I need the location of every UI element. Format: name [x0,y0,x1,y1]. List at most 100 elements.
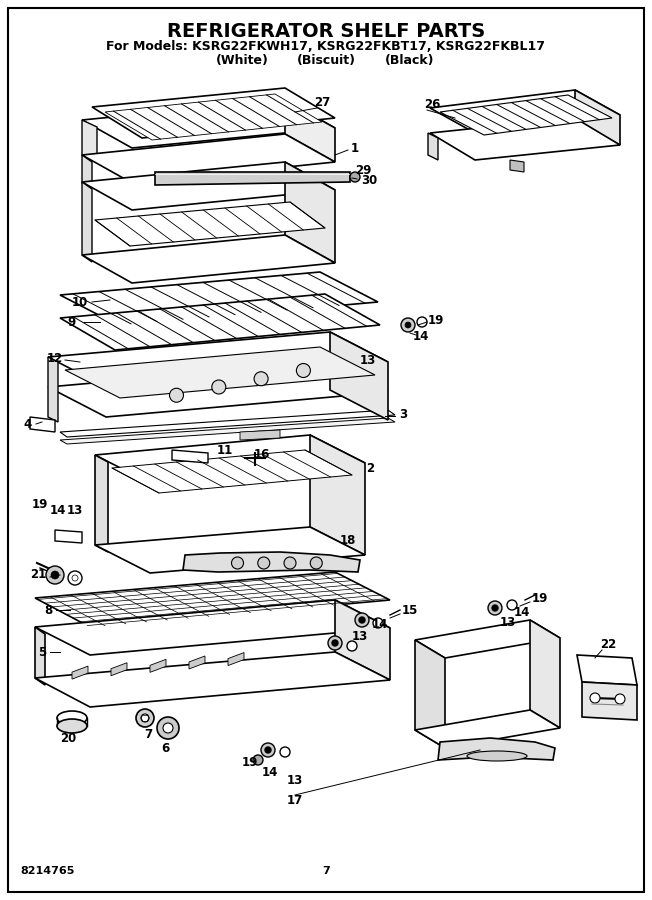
Text: (Black): (Black) [385,54,435,67]
Polygon shape [82,120,97,160]
Circle shape [163,723,173,733]
Polygon shape [582,682,637,720]
Text: 8: 8 [44,604,52,617]
Circle shape [170,388,183,402]
Circle shape [507,600,517,610]
Circle shape [492,605,498,611]
Polygon shape [55,530,82,543]
Text: 13: 13 [67,503,83,517]
Circle shape [231,557,243,569]
Polygon shape [82,100,335,148]
Circle shape [615,694,625,704]
Ellipse shape [57,711,87,725]
Text: 11: 11 [217,444,233,456]
Text: 15: 15 [402,604,418,617]
Polygon shape [285,162,335,263]
Text: 14: 14 [413,329,429,343]
Polygon shape [30,417,55,432]
Circle shape [405,322,411,328]
Polygon shape [430,90,620,133]
Circle shape [136,709,154,727]
Circle shape [280,747,290,757]
Polygon shape [48,357,58,422]
Text: 13: 13 [360,354,376,366]
Circle shape [401,318,415,332]
Polygon shape [510,160,524,172]
Text: 30: 30 [361,175,377,187]
Circle shape [46,566,64,584]
Text: 27: 27 [314,96,330,110]
Text: 3: 3 [399,409,407,421]
Text: 22: 22 [600,638,616,652]
Text: 10: 10 [72,295,88,309]
Circle shape [332,640,338,646]
Polygon shape [335,600,390,680]
Circle shape [68,571,82,585]
Polygon shape [60,294,380,350]
Text: 16: 16 [254,448,270,462]
Circle shape [261,743,275,757]
Text: 4: 4 [24,418,32,431]
Polygon shape [82,162,335,210]
Text: 14: 14 [372,618,388,632]
Circle shape [350,172,360,182]
Text: 5: 5 [38,645,46,659]
Polygon shape [577,655,637,685]
Circle shape [347,641,357,651]
Polygon shape [35,572,390,627]
Text: For Models: KSRG22FKWH17, KSRG22FKBT17, KSRG22FKBL17: For Models: KSRG22FKWH17, KSRG22FKBT17, … [106,40,546,53]
Text: 20: 20 [60,732,76,744]
Ellipse shape [467,751,527,761]
Circle shape [373,618,383,628]
Text: 6: 6 [161,742,169,754]
Text: 7: 7 [322,866,330,876]
Circle shape [51,571,59,579]
Circle shape [253,755,263,765]
Text: 14: 14 [514,606,530,618]
Polygon shape [440,95,612,135]
Polygon shape [430,118,620,160]
Polygon shape [240,430,280,440]
Polygon shape [95,435,365,483]
Text: 8214765: 8214765 [20,866,74,876]
Text: 18: 18 [340,534,356,546]
Polygon shape [172,450,208,463]
Circle shape [141,714,149,722]
Polygon shape [155,172,350,185]
Polygon shape [95,527,365,573]
Circle shape [265,747,271,753]
Polygon shape [183,552,360,572]
Polygon shape [415,620,560,658]
Text: (Biscuit): (Biscuit) [297,54,355,67]
Text: 9: 9 [68,316,76,328]
Circle shape [254,372,268,386]
Polygon shape [415,710,560,748]
Polygon shape [60,410,395,437]
Circle shape [310,557,322,569]
Text: 7: 7 [144,728,152,742]
Polygon shape [228,652,244,666]
Polygon shape [285,100,335,162]
Polygon shape [82,182,92,262]
Circle shape [258,557,270,569]
Polygon shape [65,347,375,398]
Text: 19: 19 [242,755,258,769]
Polygon shape [82,235,335,283]
Text: 19: 19 [32,499,48,511]
Polygon shape [60,272,378,325]
Polygon shape [92,88,335,138]
Text: 19: 19 [428,313,444,327]
Circle shape [359,617,365,623]
Polygon shape [48,332,388,387]
Text: 17: 17 [287,794,303,806]
Polygon shape [189,656,205,669]
Text: (White): (White) [216,54,269,67]
Text: 1: 1 [351,141,359,155]
Text: 13: 13 [352,631,368,644]
Polygon shape [82,155,92,188]
Circle shape [417,317,427,327]
Polygon shape [48,362,388,417]
Text: 29: 29 [355,164,371,176]
Polygon shape [438,738,555,760]
Text: 21: 21 [30,569,46,581]
